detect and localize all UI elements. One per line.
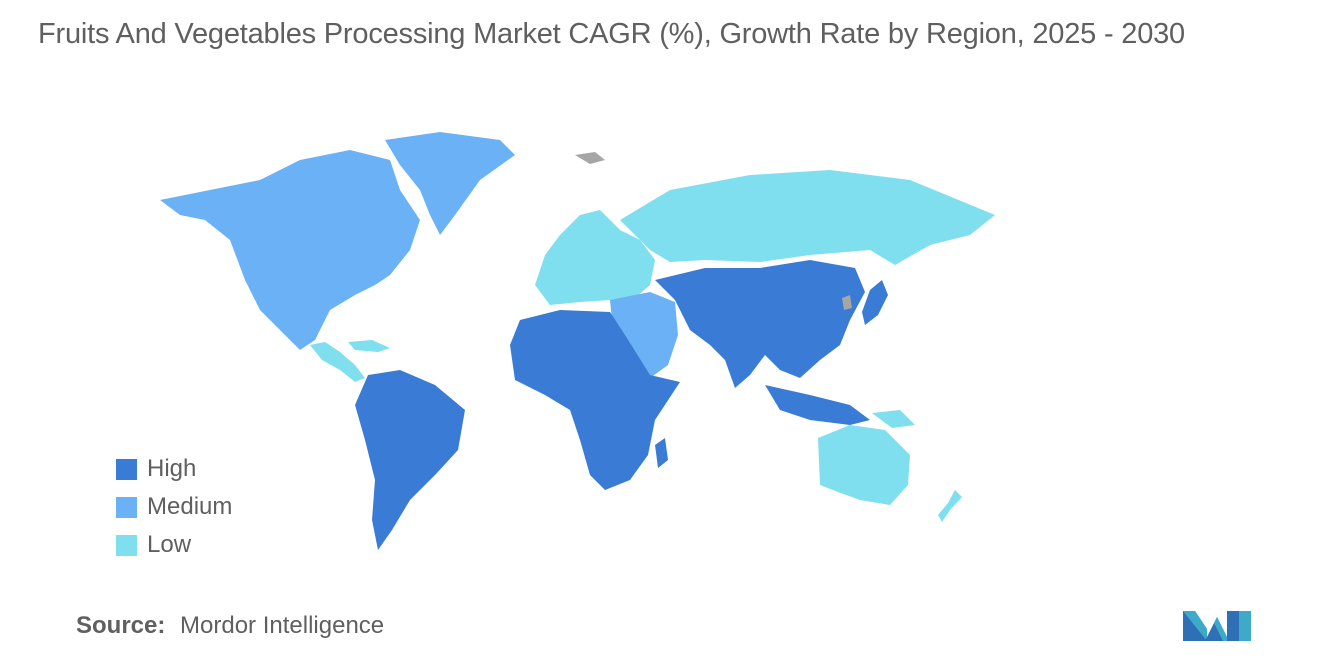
region-russia bbox=[620, 170, 995, 265]
region-asia bbox=[655, 260, 865, 388]
region-caribbean bbox=[348, 340, 390, 352]
region-australia bbox=[818, 425, 910, 505]
legend-item-low: Low bbox=[116, 526, 232, 564]
region-new-zealand bbox=[938, 490, 962, 522]
world-map bbox=[160, 132, 995, 550]
source-label: Source: bbox=[76, 612, 166, 639]
region-southeast-asia bbox=[765, 385, 870, 425]
region-korea-no-data bbox=[842, 295, 852, 310]
legend-swatch-low bbox=[116, 534, 137, 556]
legend-label-high: High bbox=[147, 455, 197, 482]
legend-item-medium: Medium bbox=[116, 488, 232, 526]
legend-swatch-medium bbox=[116, 496, 137, 518]
mordor-intelligence-logo-icon bbox=[1183, 611, 1251, 641]
source-line: Source: Mordor Intelligence bbox=[76, 612, 384, 640]
region-central-america bbox=[310, 342, 365, 382]
legend: High Medium Low bbox=[116, 450, 232, 564]
region-south-america bbox=[355, 370, 465, 550]
region-greenland bbox=[385, 132, 515, 235]
chart-title: Fruits And Vegetables Processing Market … bbox=[38, 18, 1185, 50]
region-europe bbox=[535, 210, 655, 305]
region-japan bbox=[862, 280, 888, 325]
region-madagascar bbox=[655, 438, 668, 468]
legend-item-high: High bbox=[116, 450, 232, 488]
region-middle-east bbox=[610, 292, 678, 378]
legend-label-medium: Medium bbox=[147, 493, 233, 520]
legend-label-low: Low bbox=[147, 531, 192, 558]
region-papua-new-guinea bbox=[872, 410, 915, 428]
region-africa bbox=[510, 310, 680, 490]
region-north-america bbox=[160, 150, 420, 350]
region-svalbard-no-data bbox=[575, 152, 605, 164]
source-value: Mordor Intelligence bbox=[180, 612, 385, 639]
legend-swatch-high bbox=[116, 458, 137, 480]
